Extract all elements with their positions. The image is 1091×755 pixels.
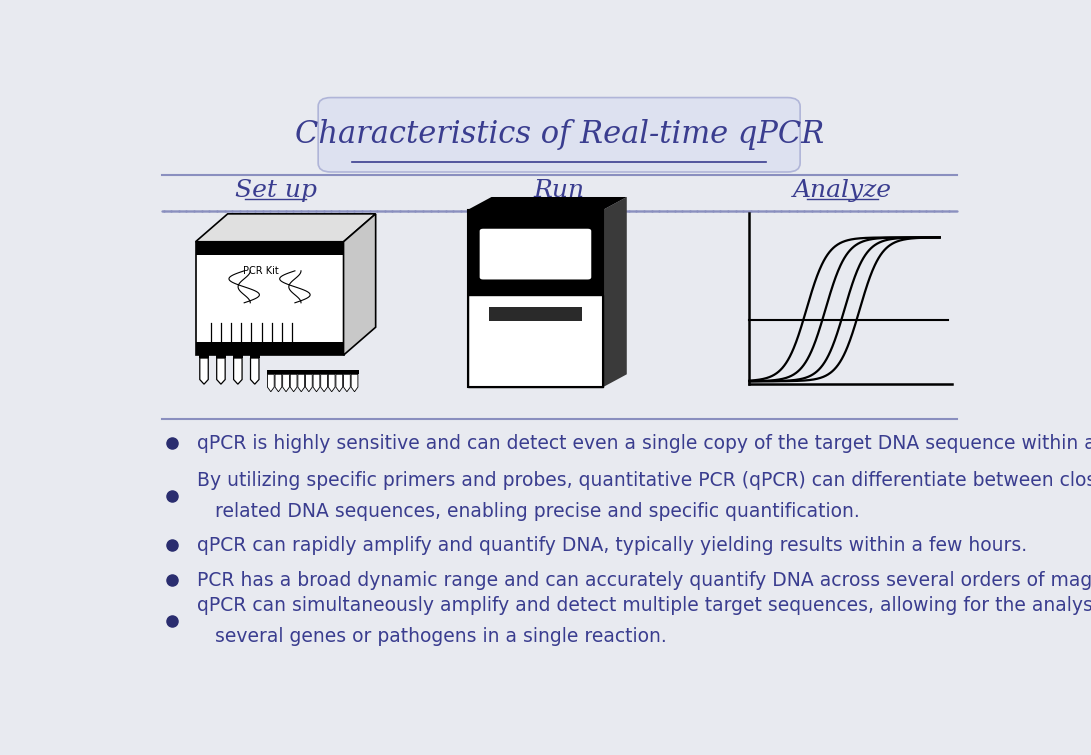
Text: Run: Run [533,179,585,202]
Polygon shape [289,370,298,374]
Polygon shape [195,242,344,355]
Text: PCR has a broad dynamic range and can accurately quantify DNA across several ord: PCR has a broad dynamic range and can ac… [197,571,1091,590]
Polygon shape [199,351,209,358]
Polygon shape [200,358,208,384]
Polygon shape [313,374,320,392]
Polygon shape [283,374,289,392]
Text: Characteristics of Real-time qPCR: Characteristics of Real-time qPCR [295,119,824,150]
FancyBboxPatch shape [319,97,800,172]
Text: qPCR can rapidly amplify and quantify DNA, typically yielding results within a f: qPCR can rapidly amplify and quantify DN… [197,536,1028,555]
Polygon shape [336,374,343,392]
Polygon shape [320,370,328,374]
Polygon shape [298,374,304,392]
Polygon shape [290,374,297,392]
Text: PCR Kit: PCR Kit [243,266,279,276]
Polygon shape [489,307,582,322]
Polygon shape [297,370,305,374]
Polygon shape [304,370,313,374]
Polygon shape [327,370,336,374]
Polygon shape [321,374,327,392]
Polygon shape [217,358,225,384]
Polygon shape [603,197,627,387]
Polygon shape [195,342,344,355]
Polygon shape [281,370,290,374]
Polygon shape [233,358,242,384]
Polygon shape [344,374,350,392]
Text: Analyze: Analyze [793,179,891,202]
Polygon shape [344,214,375,355]
Text: qPCR is highly sensitive and can detect even a single copy of the target DNA seq: qPCR is highly sensitive and can detect … [197,434,1091,453]
Polygon shape [275,374,281,392]
Polygon shape [266,370,275,374]
Text: Set up: Set up [235,179,316,202]
Polygon shape [251,358,259,384]
Polygon shape [305,374,312,392]
Polygon shape [195,214,375,242]
Polygon shape [343,370,351,374]
Polygon shape [350,370,359,374]
Polygon shape [468,210,603,295]
Polygon shape [195,242,344,254]
Polygon shape [328,374,335,392]
Polygon shape [232,351,243,358]
Text: By utilizing specific primers and probes, quantitative PCR (qPCR) can differenti: By utilizing specific primers and probes… [197,471,1091,521]
Polygon shape [216,351,226,358]
Polygon shape [468,197,627,210]
Polygon shape [267,374,274,392]
Polygon shape [335,370,344,374]
Polygon shape [312,370,321,374]
Text: qPCR can simultaneously amplify and detect multiple target sequences, allowing f: qPCR can simultaneously amplify and dete… [197,596,1091,646]
Polygon shape [250,351,260,358]
Polygon shape [468,295,603,387]
FancyBboxPatch shape [480,229,591,279]
Polygon shape [274,370,283,374]
Polygon shape [351,374,358,392]
